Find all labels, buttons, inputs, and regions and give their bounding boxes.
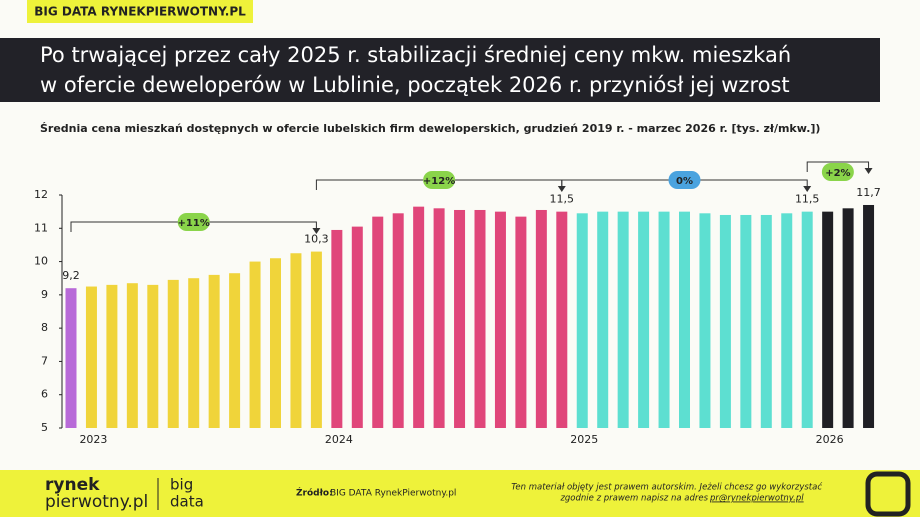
bar bbox=[331, 229, 343, 428]
bar bbox=[699, 213, 711, 428]
bar bbox=[147, 284, 159, 428]
copyright: zgodnie z prawem napisz na adres bbox=[559, 494, 708, 504]
bar bbox=[822, 211, 834, 428]
bar bbox=[801, 211, 813, 428]
annotation: +11% bbox=[178, 218, 210, 229]
logo: data bbox=[170, 493, 204, 511]
bar bbox=[781, 213, 793, 428]
bar bbox=[760, 214, 772, 428]
arrow-head bbox=[864, 168, 873, 174]
copyright: Ten materiał objęty jest prawem autorski… bbox=[511, 482, 822, 493]
arrow-head bbox=[803, 186, 812, 192]
bar bbox=[167, 279, 179, 428]
bar bbox=[188, 278, 200, 428]
bar bbox=[65, 288, 77, 428]
bar bbox=[597, 211, 609, 428]
bracket bbox=[806, 161, 870, 172]
tag: BIG DATA RYNEKPIERWOTNY.PL bbox=[34, 5, 246, 19]
bar bbox=[474, 209, 486, 428]
bar bbox=[494, 211, 506, 428]
bar bbox=[310, 251, 322, 428]
annotation-bubble bbox=[423, 171, 456, 189]
bar bbox=[576, 213, 588, 428]
bar bbox=[249, 261, 261, 428]
bar bbox=[270, 258, 281, 428]
subtitle: Średnia cena mieszkań dostępnych w oferc… bbox=[40, 122, 820, 135]
logo: rynek bbox=[45, 475, 100, 495]
title-line: Po trwającej przez cały 2025 r. stabiliz… bbox=[40, 43, 791, 67]
y-tick-label: 5 bbox=[41, 421, 48, 434]
tag-box bbox=[27, 0, 253, 23]
bar bbox=[106, 284, 118, 428]
bar bbox=[515, 216, 527, 428]
arrow-head bbox=[312, 228, 321, 234]
value-label: 11,7 bbox=[856, 186, 881, 199]
bar bbox=[863, 204, 875, 428]
value-label: 9,2 bbox=[62, 269, 80, 282]
bar bbox=[229, 273, 241, 428]
bar bbox=[413, 206, 425, 428]
bar bbox=[372, 216, 384, 428]
title-box bbox=[0, 38, 880, 102]
annotation-bubble bbox=[668, 171, 701, 189]
annotation-bubble bbox=[177, 213, 210, 231]
x-tick-label: 2023 bbox=[79, 433, 107, 446]
x-tick-label: 2025 bbox=[570, 433, 598, 446]
bar bbox=[638, 211, 650, 428]
y-tick-label: 7 bbox=[41, 354, 48, 367]
bar bbox=[719, 214, 731, 428]
bar bbox=[126, 283, 138, 428]
annotation: +2% bbox=[825, 168, 850, 179]
y-tick-label: 11 bbox=[34, 221, 48, 234]
bar bbox=[617, 211, 629, 428]
logo: big bbox=[170, 476, 193, 494]
value-label: 11,5 bbox=[795, 193, 820, 206]
bar bbox=[85, 286, 97, 428]
bar bbox=[433, 208, 445, 428]
annotation-bubble bbox=[821, 163, 854, 181]
source-label: Źródło: bbox=[296, 487, 333, 499]
email[interactable]: pr@rynekpierwotny.pl bbox=[709, 494, 804, 504]
annotation: 0% bbox=[676, 176, 693, 187]
x-tick-label: 2026 bbox=[816, 433, 844, 446]
y-tick-label: 9 bbox=[41, 288, 48, 301]
title-line: w ofercie deweloperów w Lublinie, począt… bbox=[40, 73, 790, 97]
bar bbox=[351, 226, 363, 428]
logo: pierwotny.pl bbox=[45, 492, 148, 512]
y-tick-label: 12 bbox=[34, 188, 48, 201]
bar bbox=[290, 253, 302, 428]
bar bbox=[454, 209, 466, 428]
footer-band bbox=[0, 470, 920, 517]
bar bbox=[535, 209, 547, 428]
value-label: 10,3 bbox=[304, 233, 329, 246]
y-tick-label: 6 bbox=[41, 388, 48, 401]
value-label: 11,5 bbox=[550, 193, 575, 206]
bar bbox=[208, 274, 220, 428]
logo-icon bbox=[865, 471, 911, 517]
y-tick-label: 8 bbox=[41, 321, 48, 334]
bar bbox=[658, 211, 670, 428]
bar bbox=[740, 214, 752, 428]
annotation: +12% bbox=[423, 176, 455, 187]
source: BIG DATA RynekPierwotny.pl bbox=[330, 489, 456, 499]
bar bbox=[842, 208, 854, 428]
bar bbox=[679, 211, 690, 428]
bar bbox=[556, 211, 568, 428]
y-tick-label: 10 bbox=[34, 255, 48, 268]
x-tick-label: 2024 bbox=[325, 433, 353, 446]
bar bbox=[392, 213, 404, 428]
